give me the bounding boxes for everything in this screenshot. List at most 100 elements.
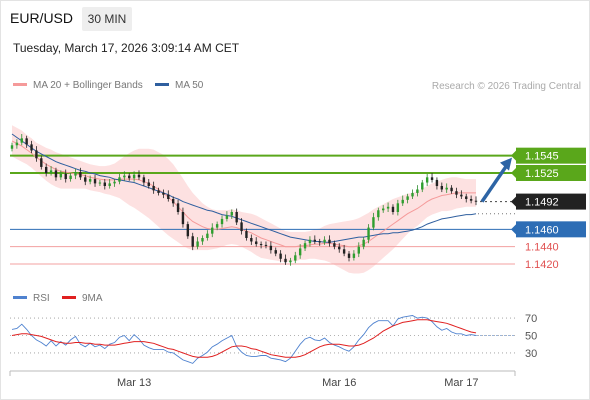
rsi-swatch — [13, 295, 27, 299]
legend-ma20-label: MA 20 + Bollinger Bands — [33, 80, 143, 91]
x-tick-mar-16: Mar 16 — [322, 377, 356, 389]
candle-body — [88, 179, 92, 182]
candle-body — [450, 187, 453, 192]
instrument-title: EUR/USD — [10, 10, 74, 26]
candle-body — [328, 239, 331, 244]
candle-body — [460, 194, 463, 197]
candle-body — [176, 203, 180, 212]
legend-rsi-ma: 9MA — [62, 293, 103, 304]
candle-body — [157, 190, 160, 193]
candle-body — [152, 186, 155, 191]
legend-ma50: MA 50 — [155, 80, 203, 91]
candle-body — [74, 172, 77, 176]
candle-body — [391, 206, 395, 212]
candle-body — [206, 233, 209, 238]
candle-body — [191, 236, 194, 247]
candle-body — [308, 239, 312, 244]
candle-body — [79, 172, 82, 178]
candle-body — [147, 182, 150, 186]
price-label-box — [516, 165, 586, 181]
rsi-tick-70: 70 — [525, 313, 537, 325]
price-label-1.1460: 1.1460 — [525, 224, 559, 236]
candle-body — [196, 241, 199, 247]
x-tick-mar-13: Mar 13 — [117, 377, 151, 389]
candle-body — [167, 194, 170, 199]
price-label-pointer — [511, 196, 516, 207]
candle-body — [137, 174, 141, 178]
candle-body — [35, 150, 38, 159]
rsi-ma-line — [11, 319, 477, 358]
x-tick-mar-17: Mar 17 — [444, 377, 478, 389]
candle-body — [357, 246, 360, 254]
candle-body — [44, 166, 48, 173]
legend-ma50-label: MA 50 — [175, 80, 204, 91]
candle-body — [211, 227, 214, 234]
candle-body — [118, 177, 121, 182]
candle-body — [318, 241, 321, 243]
candle-body — [430, 177, 434, 180]
candle-body — [255, 241, 258, 245]
price-label-pointer — [511, 224, 516, 235]
candle-body — [142, 177, 146, 183]
research-credit: Research © 2026 Trading Central — [431, 81, 581, 92]
candle-body — [98, 182, 102, 184]
legend-rsi: RSI — [13, 293, 50, 304]
candle-body — [421, 182, 424, 190]
candle-body — [20, 138, 23, 143]
candle-body — [386, 206, 390, 209]
datetime-label: Tuesday, March 17, 2026 3:09:14 AM CET — [13, 41, 240, 55]
candle-body — [186, 224, 190, 237]
candle-body — [284, 258, 287, 263]
candle-body — [469, 199, 473, 201]
candle-body — [425, 177, 429, 183]
candle-body — [54, 170, 58, 178]
candle-body — [298, 248, 302, 256]
candle-body — [269, 245, 273, 251]
candle-body — [245, 231, 248, 238]
timeframe-badge[interactable]: 30 MIN — [82, 7, 132, 31]
candle-body — [215, 224, 219, 228]
candle-body — [201, 238, 204, 242]
candle-body — [411, 192, 414, 197]
candle-body — [132, 174, 136, 179]
candle-body — [416, 189, 419, 193]
candle-body — [162, 192, 165, 195]
candle-body — [113, 181, 116, 184]
price-label-1.1492: 1.1492 — [525, 197, 559, 209]
candle-body — [171, 199, 175, 204]
candle-body — [10, 145, 14, 149]
candle-body — [333, 243, 336, 247]
candle-body — [240, 222, 243, 232]
candle-body — [372, 217, 375, 228]
candle-body — [279, 253, 282, 259]
candle-body — [49, 170, 53, 173]
candle-body — [225, 215, 229, 219]
legend-ma20: MA 20 + Bollinger Bands — [13, 80, 143, 91]
candle-body — [347, 253, 351, 258]
candle-body — [367, 227, 370, 240]
candle-body — [93, 179, 97, 184]
candle-body — [382, 208, 385, 211]
candle-body — [69, 175, 72, 180]
ma20-swatch — [13, 82, 27, 86]
candle-body — [181, 212, 185, 225]
candle-body — [15, 142, 19, 146]
bollinger-band — [12, 125, 476, 274]
projection-arrow-shaft — [480, 162, 510, 203]
candle-body — [406, 196, 409, 200]
candle-body — [59, 173, 63, 178]
projection-arrow-head — [500, 157, 512, 171]
candle-body — [465, 196, 468, 199]
candle-body — [455, 191, 458, 195]
ma20-line — [11, 140, 476, 248]
price-label-box — [516, 221, 586, 238]
candle-body — [396, 203, 400, 212]
candle-body — [289, 260, 292, 263]
candle-body — [294, 255, 297, 261]
ma50-swatch — [155, 82, 169, 86]
rsi-tick-50: 50 — [525, 331, 537, 343]
candle-body — [338, 246, 341, 250]
candle-body — [123, 175, 126, 178]
candle-body — [25, 138, 28, 145]
